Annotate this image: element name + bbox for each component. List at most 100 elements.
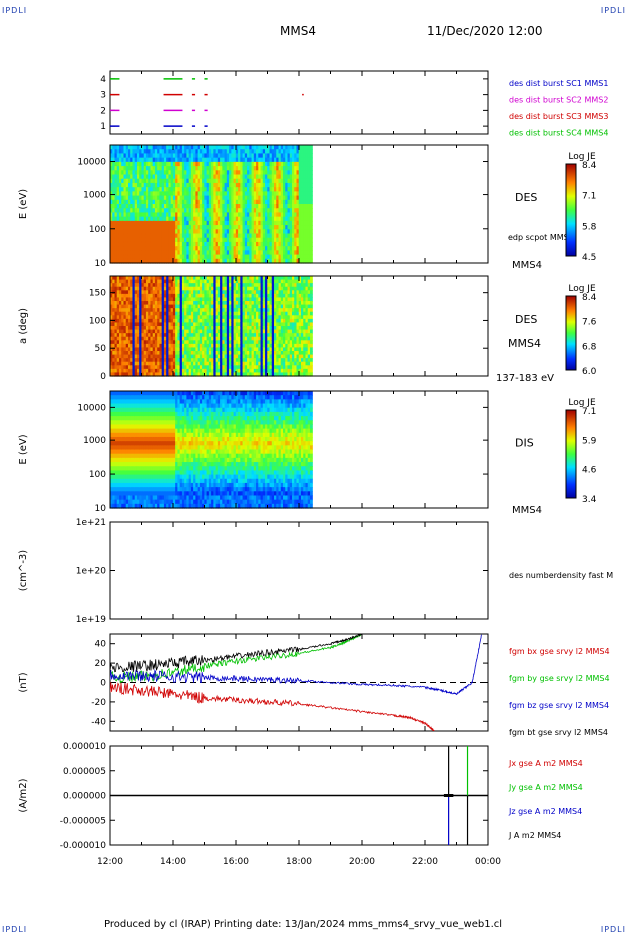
des-energy-cell <box>298 212 302 218</box>
des-pitch-cell <box>181 340 185 345</box>
des-energy-cell <box>294 246 298 251</box>
des-energy-cell <box>172 153 176 159</box>
des-pitch-cell <box>271 276 275 281</box>
des-energy-cell <box>280 174 284 180</box>
des-pitch-cell <box>285 322 289 327</box>
des-energy-cell <box>139 199 143 205</box>
des-pitch-cell <box>253 354 257 359</box>
des-energy-cell <box>278 153 282 159</box>
des-pitch-cell <box>296 311 300 316</box>
des-pitch-cell <box>260 301 264 306</box>
des-energy-cell <box>296 199 300 205</box>
des-pitch-cell <box>150 293 154 299</box>
des-energy-cell <box>110 170 113 176</box>
des-energy-cell <box>298 208 302 214</box>
des-energy-cell <box>211 153 214 159</box>
des-energy-cell <box>143 174 147 180</box>
des-pitch-cell <box>213 318 217 324</box>
des-pitch-cell <box>265 326 268 331</box>
des-pitch-cell <box>258 329 262 334</box>
des-energy-cell <box>139 182 143 188</box>
des-pitch-cell <box>130 329 134 334</box>
des-pitch-cell <box>269 340 273 345</box>
des-pitch-cell <box>251 340 255 345</box>
des-energy-cell <box>271 246 275 251</box>
des-energy-cell <box>242 229 246 235</box>
des-pitch-cell <box>166 326 170 331</box>
des-energy-cell <box>114 225 118 230</box>
des-pitch-cell <box>211 358 214 363</box>
des-energy-cell <box>132 170 136 176</box>
des-pitch-cell <box>287 308 291 313</box>
des-energy-cell <box>150 170 154 176</box>
des-pitch-cell <box>287 311 291 316</box>
des-energy-cell <box>233 225 237 230</box>
des-energy-cell <box>242 220 246 226</box>
des-energy-cell <box>172 204 176 209</box>
des-energy-cell <box>247 182 250 188</box>
des-energy-cell <box>298 195 302 201</box>
des-energy-cell <box>238 212 241 218</box>
des-energy-cell <box>251 241 255 247</box>
des-pitch-cell <box>195 304 199 309</box>
des-energy-cell <box>238 178 241 184</box>
des-pitch-cell <box>159 329 163 334</box>
des-energy-cell <box>204 229 208 235</box>
des-energy-cell <box>289 178 293 184</box>
des-energy-cell <box>262 237 266 243</box>
des-pitch-cell <box>168 290 172 295</box>
des-energy-cell <box>238 157 241 163</box>
des-pitch-cell <box>283 293 286 299</box>
des-pitch-cell <box>139 315 143 320</box>
des-pitch-cell <box>168 336 172 341</box>
des-pitch-cell <box>267 301 271 306</box>
des-pitch-cell <box>280 326 284 331</box>
des-pitch-cell <box>269 326 273 331</box>
des-energy-cell <box>181 157 185 163</box>
des-energy-cell <box>148 178 152 184</box>
des-pitch-cell <box>217 286 221 291</box>
des-energy-cell <box>157 258 161 264</box>
des-energy-cell <box>112 225 116 230</box>
des-pitch-cell <box>159 336 163 341</box>
des-pitch-cell <box>188 293 192 299</box>
watermark-top-right: IPDLI <box>600 6 626 15</box>
des-pitch-cell <box>161 293 165 299</box>
des-pitch-cell <box>179 308 183 313</box>
des-energy-cell <box>240 229 244 235</box>
des-pitch-cell <box>292 329 295 334</box>
des-energy-cell <box>148 212 152 218</box>
des-energy-cell <box>285 166 289 171</box>
des-energy-cell <box>202 241 205 247</box>
des-pitch-cell <box>249 336 253 341</box>
des-pitch-cell <box>116 333 120 338</box>
des-energy-cell <box>294 157 298 163</box>
des-energy-cell <box>260 237 264 243</box>
des-energy-cell <box>262 212 266 218</box>
des-energy-ylabel: E (eV) <box>18 189 29 219</box>
des-pitch-cell <box>220 358 223 363</box>
des-energy-cell <box>177 157 181 163</box>
des-pitch-cell <box>175 336 179 341</box>
des-energy-cell <box>118 208 122 214</box>
des-pitch-cell <box>296 326 300 331</box>
des-energy-cell <box>256 237 259 243</box>
des-pitch-cell <box>166 286 170 291</box>
des-pitch-cell <box>231 293 235 299</box>
des-pitch-cell <box>179 322 183 327</box>
des-energy-cell <box>136 170 140 176</box>
des-pitch-cell <box>152 283 156 288</box>
des-energy-cell <box>213 195 217 201</box>
des-energy-cell <box>283 233 286 239</box>
des-energy-cell <box>175 157 179 163</box>
des-pitch-cell <box>184 286 187 291</box>
des-energy-cell <box>145 149 149 155</box>
des-pitch-cell <box>231 329 235 334</box>
des-pitch-cell <box>116 365 120 370</box>
des-pitch-cell <box>251 286 255 291</box>
des-pitch-cell <box>217 293 221 299</box>
des-pitch-cell <box>190 293 194 299</box>
des-energy-cell <box>222 225 226 230</box>
des-pitch-cell <box>125 347 129 352</box>
des-pitch-cell <box>145 358 149 363</box>
